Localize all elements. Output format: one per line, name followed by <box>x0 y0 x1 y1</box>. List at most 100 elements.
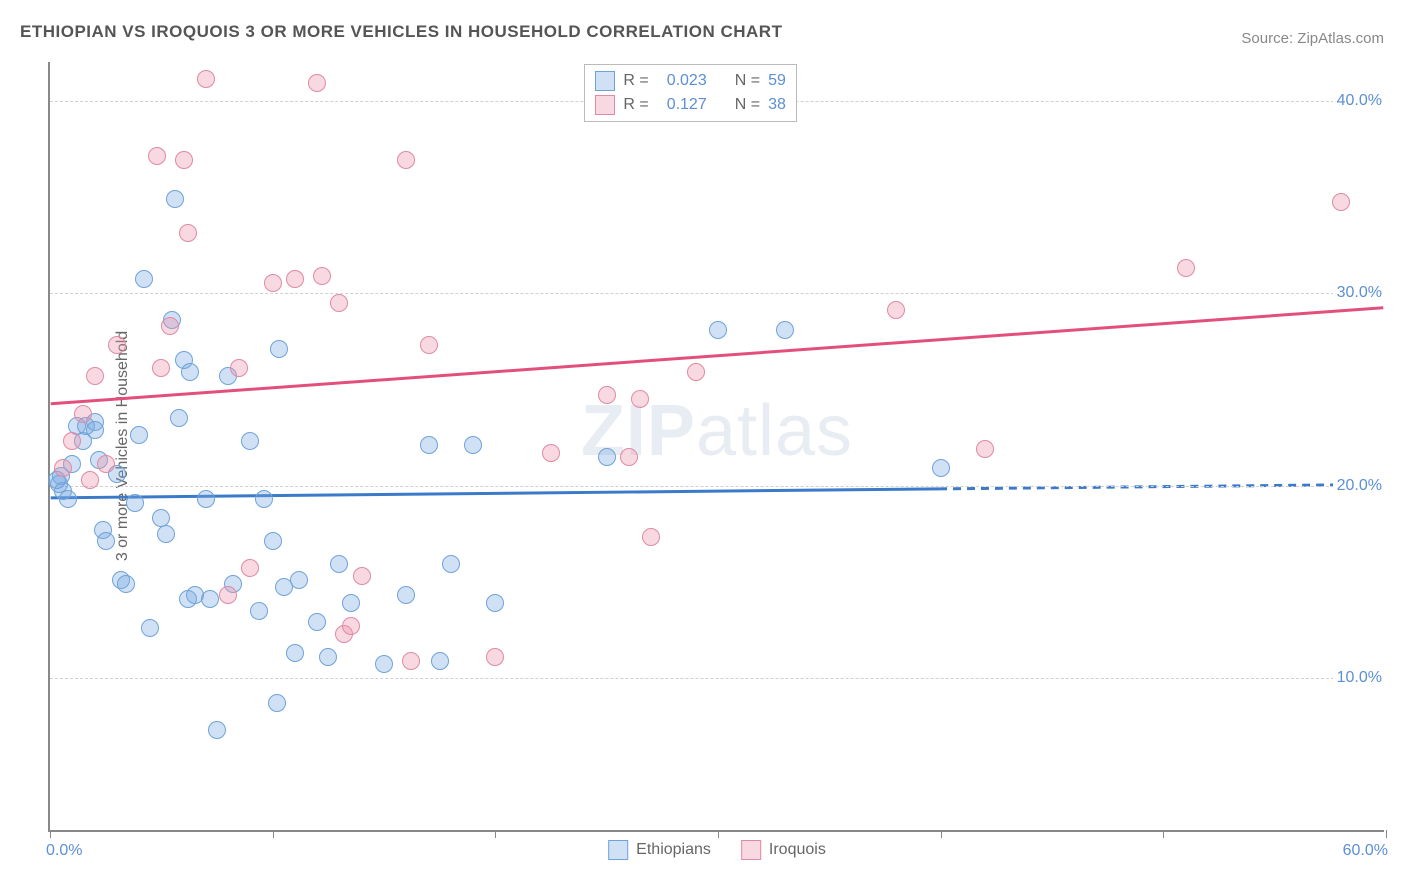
series-legend-item: Iroquois <box>741 840 826 860</box>
legend-row: R = 0.023 N = 59 <box>595 69 785 93</box>
x-axis-min-label: 0.0% <box>46 842 82 860</box>
scatter-point <box>208 721 226 739</box>
source-attribution: Source: ZipAtlas.com <box>1241 30 1384 47</box>
scatter-point <box>486 648 504 666</box>
x-tick <box>495 830 496 838</box>
scatter-point <box>166 190 184 208</box>
scatter-point <box>197 490 215 508</box>
scatter-point <box>130 426 148 444</box>
legend-n-label: N = <box>735 93 760 117</box>
legend-n-value: 59 <box>768 69 786 93</box>
chart-title: ETHIOPIAN VS IROQUOIS 3 OR MORE VEHICLES… <box>20 22 782 42</box>
scatter-point <box>397 586 415 604</box>
gridline <box>50 486 1384 487</box>
scatter-point <box>631 390 649 408</box>
scatter-point <box>598 448 616 466</box>
scatter-point <box>117 575 135 593</box>
y-tick-label: 20.0% <box>1333 477 1386 495</box>
scatter-point <box>255 490 273 508</box>
legend-swatch <box>741 840 761 860</box>
scatter-point <box>402 652 420 670</box>
scatter-point <box>342 594 360 612</box>
scatter-point <box>442 555 460 573</box>
scatter-point <box>179 224 197 242</box>
scatter-point <box>152 359 170 377</box>
regression-line <box>51 489 939 498</box>
scatter-point <box>126 494 144 512</box>
y-tick-label: 10.0% <box>1333 669 1386 687</box>
scatter-point <box>330 555 348 573</box>
gridline <box>50 293 1384 294</box>
scatter-point <box>181 363 199 381</box>
scatter-point <box>250 602 268 620</box>
scatter-point <box>81 471 99 489</box>
scatter-point <box>542 444 560 462</box>
legend-r-value: 0.127 <box>657 93 707 117</box>
scatter-point <box>161 317 179 335</box>
scatter-point <box>709 321 727 339</box>
scatter-point <box>620 448 638 466</box>
scatter-point <box>286 270 304 288</box>
legend-swatch <box>608 840 628 860</box>
legend-n-label: N = <box>735 69 760 93</box>
scatter-point <box>108 336 126 354</box>
series-legend: Ethiopians Iroquois <box>608 840 826 860</box>
legend-swatch <box>595 71 615 91</box>
scatter-point <box>97 455 115 473</box>
scatter-point <box>135 270 153 288</box>
x-tick <box>941 830 942 838</box>
scatter-point <box>86 421 104 439</box>
source-value: ZipAtlas.com <box>1297 30 1384 47</box>
scatter-point <box>59 490 77 508</box>
scatter-point <box>330 294 348 312</box>
gridline <box>50 678 1384 679</box>
source-label: Source: <box>1241 30 1293 47</box>
scatter-point <box>342 617 360 635</box>
scatter-point <box>201 590 219 608</box>
scatter-point <box>74 405 92 423</box>
series-legend-item: Ethiopians <box>608 840 711 860</box>
scatter-point <box>286 644 304 662</box>
x-tick <box>273 830 274 838</box>
scatter-point <box>776 321 794 339</box>
scatter-point <box>290 571 308 589</box>
scatter-point <box>175 151 193 169</box>
legend-swatch <box>595 95 615 115</box>
legend-n-value: 38 <box>768 93 786 117</box>
y-tick-label: 40.0% <box>1333 92 1386 110</box>
scatter-point <box>1177 259 1195 277</box>
scatter-point <box>687 363 705 381</box>
legend-r-value: 0.023 <box>657 69 707 93</box>
scatter-point <box>1332 193 1350 211</box>
scatter-point <box>397 151 415 169</box>
scatter-point <box>319 648 337 666</box>
x-tick <box>1163 830 1164 838</box>
scatter-point <box>197 70 215 88</box>
scatter-point <box>241 559 259 577</box>
scatter-point <box>642 528 660 546</box>
scatter-point <box>54 459 72 477</box>
scatter-plot-area: ZIPatlas 10.0%20.0%30.0%40.0%0.0%60.0%R … <box>48 62 1384 832</box>
x-axis-max-label: 60.0% <box>1343 842 1388 860</box>
series-name: Iroquois <box>769 841 826 859</box>
scatter-point <box>86 367 104 385</box>
scatter-point <box>170 409 188 427</box>
scatter-point <box>270 340 288 358</box>
scatter-point <box>420 336 438 354</box>
scatter-point <box>97 532 115 550</box>
legend-r-label: R = <box>623 69 648 93</box>
scatter-point <box>308 74 326 92</box>
scatter-point <box>264 274 282 292</box>
scatter-point <box>464 436 482 454</box>
legend-r-label: R = <box>623 93 648 117</box>
x-tick <box>50 830 51 838</box>
scatter-point <box>375 655 393 673</box>
scatter-point <box>308 613 326 631</box>
x-tick <box>718 830 719 838</box>
x-tick <box>1386 830 1387 838</box>
scatter-point <box>887 301 905 319</box>
scatter-point <box>157 525 175 543</box>
y-tick-label: 30.0% <box>1333 284 1386 302</box>
scatter-point <box>353 567 371 585</box>
scatter-point <box>431 652 449 670</box>
